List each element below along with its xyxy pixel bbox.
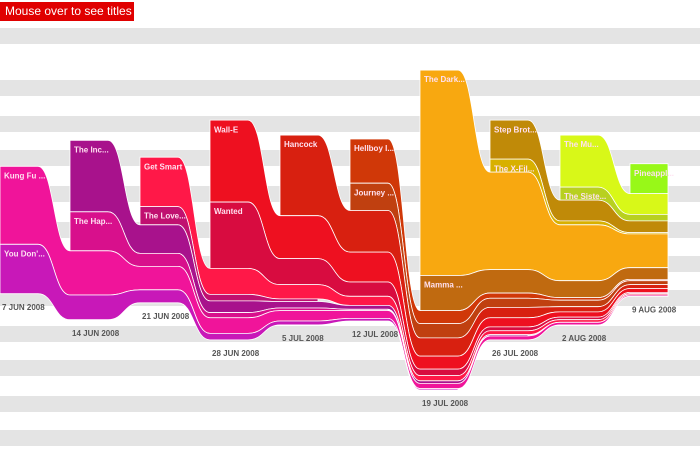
stream <box>139 156 669 382</box>
titles-button-label[interactable]: Mouse over to see titles <box>5 4 132 18</box>
series-label: Mamma ... <box>424 281 463 290</box>
titles-button[interactable] <box>0 2 134 21</box>
series-label: The Inc... <box>74 145 109 154</box>
series-label: The Mu... <box>564 140 599 149</box>
series-label: Step Brot... <box>494 125 537 134</box>
series-label: The Love... <box>144 212 186 221</box>
series-label: The Siste... <box>564 192 606 201</box>
series-label: Hellboy I... <box>354 144 394 153</box>
series-label: Get Smart <box>144 162 183 171</box>
date-label: 21 JUN 2008 <box>142 312 190 321</box>
date-label: 9 AUG 2008 <box>632 305 677 314</box>
series-label: Pineappl... <box>634 169 674 178</box>
date-label: 7 JUN 2008 <box>2 303 45 312</box>
date-label: 5 JUL 2008 <box>282 334 324 343</box>
series-label: Kung Fu ... <box>4 171 45 180</box>
date-label: 26 JUL 2008 <box>492 349 539 358</box>
series-label: The Hap... <box>74 217 112 226</box>
series-label: Journey ... <box>354 188 394 197</box>
series-label: Hancock <box>284 140 318 149</box>
stream <box>0 243 459 391</box>
date-label: 12 JUL 2008 <box>352 330 399 339</box>
series-label: The X-Fil... <box>494 164 534 173</box>
labels: Pineappl... The Mu... The Siste... Step Bro… <box>2 75 677 408</box>
date-label: 14 JUN 2008 <box>72 329 120 338</box>
series-label: Wall-E <box>214 125 239 134</box>
date-label: 2 AUG 2008 <box>562 334 607 343</box>
date-label: 19 JUL 2008 <box>422 399 469 408</box>
date-label: 28 JUN 2008 <box>212 349 260 358</box>
series-label: Wanted <box>214 207 243 216</box>
streams <box>0 69 669 391</box>
series-label: You Don'... <box>4 249 45 258</box>
series-label: The Dark... <box>424 75 465 84</box>
